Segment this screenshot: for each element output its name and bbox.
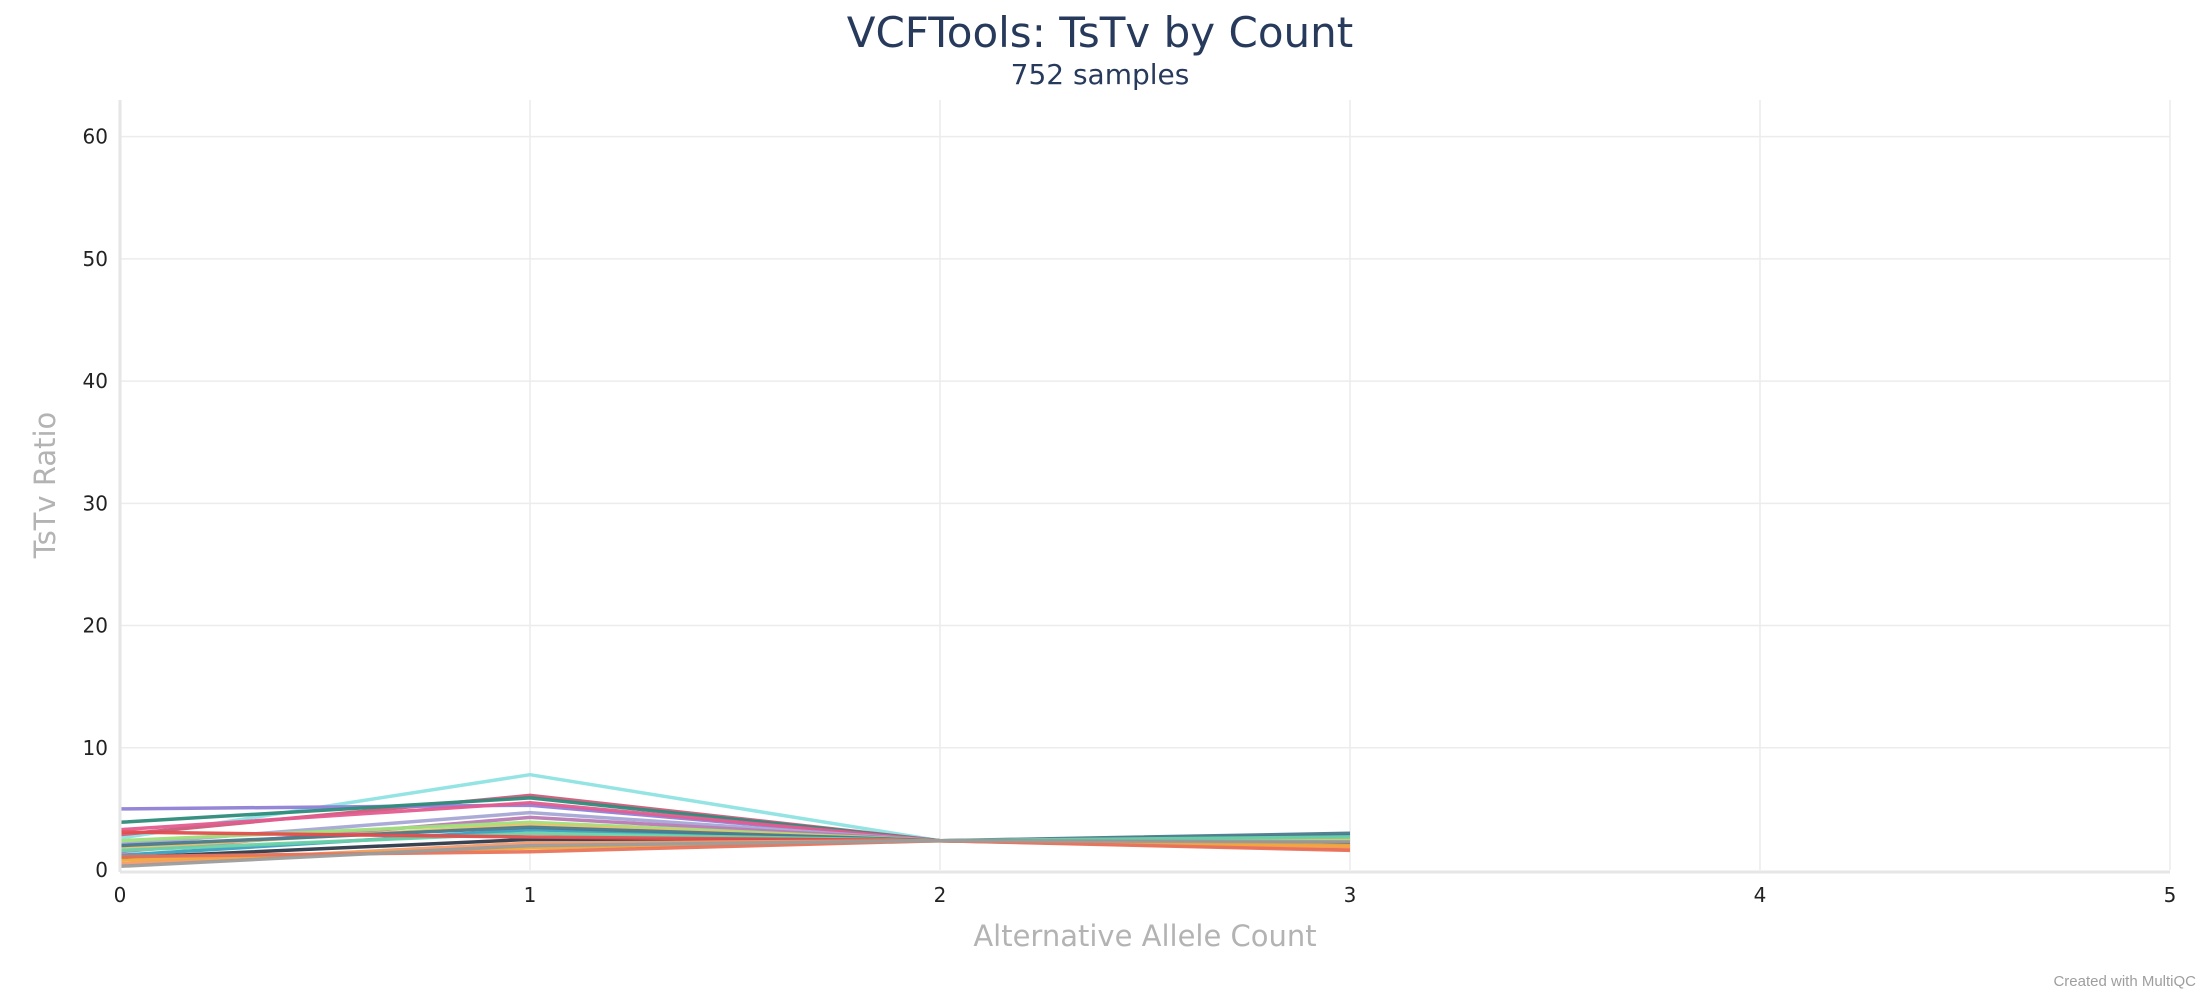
y-tick-label: 0 (95, 858, 108, 882)
series-line[interactable] (119, 838, 1351, 859)
x-tick-label: 4 (1754, 883, 1767, 907)
series-line[interactable] (119, 825, 1351, 848)
x-tick-label: 3 (1344, 883, 1357, 907)
x-tick-label: 1 (524, 883, 537, 907)
series-lines (119, 772, 1351, 869)
x-tick-label: 2 (934, 883, 947, 907)
multiqc-credit: Created with MultiQC (2053, 973, 2196, 990)
x-tick-label: 5 (2164, 883, 2177, 907)
tick-labels: 0 10 20 30 40 50 60 0 1 2 3 4 5 (83, 125, 2177, 907)
chart-title: VCFTools: TsTv by Count (846, 8, 1354, 57)
x-axis-title: Alternative Allele Count (973, 919, 1316, 953)
y-tick-label: 40 (83, 369, 108, 393)
y-axis-title: TsTv Ratio (28, 412, 62, 560)
y-tick-label: 30 (83, 491, 108, 515)
y-tick-label: 20 (83, 614, 108, 638)
y-tick-label: 10 (83, 736, 108, 760)
y-tick-label: 50 (83, 247, 108, 271)
chart-subtitle: 752 samples (1010, 58, 1190, 91)
series-line[interactable] (119, 831, 1351, 853)
grid-lines (120, 100, 2171, 870)
axes (118, 100, 2170, 874)
series-line[interactable] (119, 838, 1351, 869)
x-tick-label: 0 (114, 883, 127, 907)
y-tick-label: 60 (83, 125, 108, 149)
